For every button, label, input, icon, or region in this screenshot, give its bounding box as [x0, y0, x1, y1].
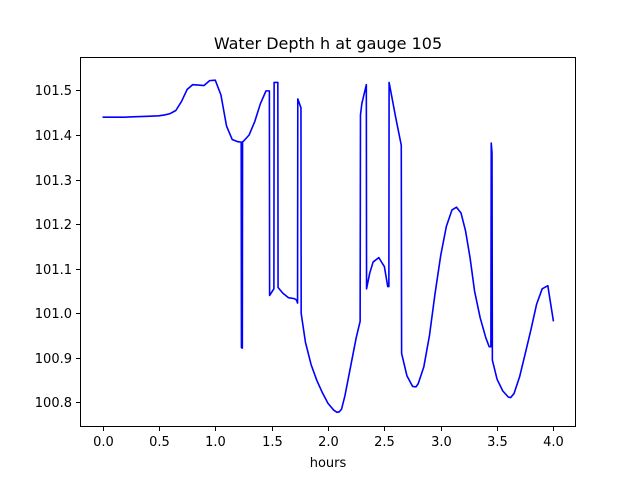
y-tick-label: 101.4	[35, 129, 72, 144]
x-tick-label: 3.0	[431, 435, 452, 450]
x-axis: 0.0 0.5 1.0 1.5 2.0 2.5 3.0 3.5 4.0	[93, 427, 564, 450]
y-tick-label: 101.2	[35, 218, 72, 233]
x-axis-label: hours	[310, 456, 347, 471]
y-axis: 100.8 100.9 101.0 101.1 101.2 101.3 101.4 101.5	[35, 84, 80, 411]
chart-title: Water Depth h at gauge 105	[214, 34, 442, 53]
plot-area	[102, 79, 555, 414]
y-tick-label: 100.8	[35, 396, 72, 411]
y-tick-label: 101.1	[35, 263, 72, 278]
x-tick-label: 2.5	[374, 435, 395, 450]
y-tick-label: 101.0	[35, 307, 72, 322]
y-tick-label: 101.5	[35, 84, 72, 99]
x-tick-label: 2.0	[318, 435, 339, 450]
x-tick-label: 0.0	[93, 435, 114, 450]
x-tick-label: 1.5	[262, 435, 283, 450]
y-tick-label: 100.9	[35, 352, 72, 367]
x-tick-label: 0.5	[149, 435, 170, 450]
axes-frame	[80, 57, 576, 427]
series-line-0	[102, 79, 555, 414]
x-tick-label: 4.0	[543, 435, 564, 450]
x-tick-label: 3.5	[487, 435, 508, 450]
x-tick-label: 1.0	[205, 435, 226, 450]
y-tick-label: 101.3	[35, 174, 72, 189]
